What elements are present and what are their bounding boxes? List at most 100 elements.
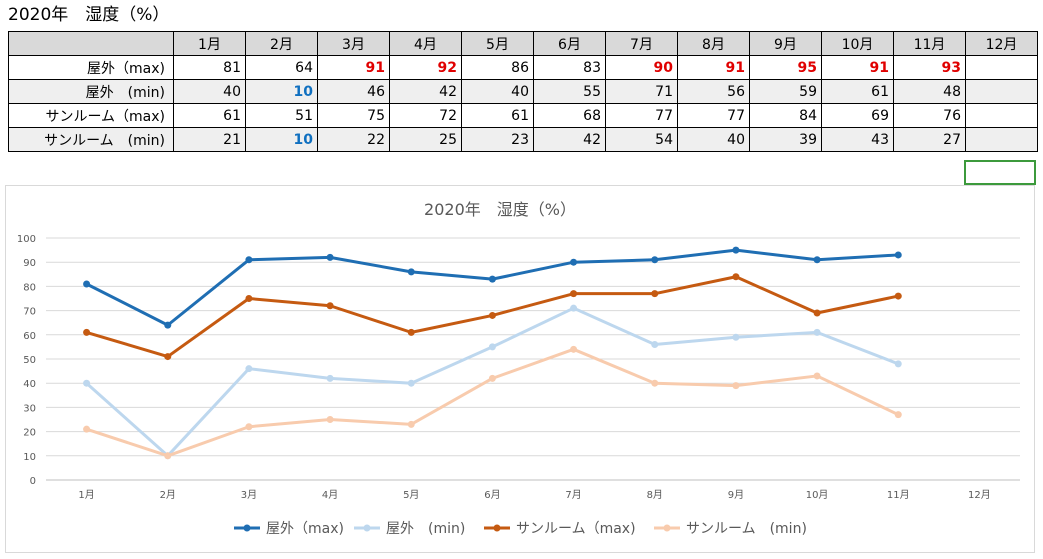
table-row: 屋外（max) 81 64 91 92 86 83 90 91 95 91 93 [8,55,1038,80]
table-cell[interactable]: 21 [173,127,246,152]
column-header[interactable]: 11月 [893,31,966,56]
chart-area[interactable]: 2020年 湿度（%） 0 10 20 30 40 50 60 70 80 90 100 1月 2月 3月 4… [5,185,1035,553]
column-header[interactable]: 9月 [749,31,822,56]
data-point [326,374,334,382]
table-cell[interactable]: 77 [677,103,750,128]
x-tick-label: 5月 [403,489,419,501]
column-header[interactable]: 4月 [389,31,462,56]
table-cell[interactable]: 61 [173,103,246,128]
x-tick-label: 6月 [484,489,500,501]
data-point [164,321,172,329]
table-cell[interactable]: 77 [605,103,678,128]
data-point [407,379,415,387]
table-cell[interactable]: 64 [245,55,318,80]
data-point [245,256,253,264]
header-row: 1月 2月 3月 4月 5月 6月 7月 8月 9月 10月 11月 12月 [8,31,1038,56]
table-cell[interactable]: 22 [317,127,390,152]
column-header[interactable]: 12月 [965,31,1038,56]
data-point [83,328,91,336]
table-cell[interactable]: 56 [677,79,750,104]
data-point [813,256,821,264]
selected-cell[interactable] [964,160,1036,185]
table-cell[interactable]: 54 [605,127,678,152]
table-cell[interactable] [965,55,1038,80]
table-cell[interactable]: 42 [389,79,462,104]
table-cell[interactable]: 43 [821,127,894,152]
table-cell[interactable]: 75 [317,103,390,128]
table-cell[interactable]: 40 [173,79,246,104]
table-cell[interactable]: 27 [893,127,966,152]
table-cell[interactable]: 48 [893,79,966,104]
x-tick-label: 7月 [565,489,581,501]
table-cell[interactable] [965,127,1038,152]
column-header[interactable]: 6月 [533,31,606,56]
data-point [894,411,902,419]
column-header[interactable]: 5月 [461,31,534,56]
table-cell[interactable]: 10 [245,79,318,104]
y-tick-label: 50 [23,355,36,366]
x-tick-label: 3月 [241,489,257,501]
table-cell[interactable]: 91 [821,55,894,80]
column-header[interactable]: 3月 [317,31,390,56]
row-label[interactable]: 屋外（max) [8,55,174,80]
table-cell[interactable]: 55 [533,79,606,104]
x-tick-label: 4月 [322,489,338,501]
data-point [732,273,740,281]
data-point [164,452,172,460]
column-header[interactable]: 10月 [821,31,894,56]
legend-entry: 屋外 (min) [386,521,465,537]
y-tick-label: 10 [23,452,36,463]
table-cell[interactable]: 40 [461,79,534,104]
table-cell[interactable]: 69 [821,103,894,128]
table-cell[interactable]: 95 [749,55,822,80]
table-cell[interactable]: 39 [749,127,822,152]
table-cell[interactable]: 86 [461,55,534,80]
x-tick-label: 8月 [647,489,663,501]
table-cell[interactable]: 51 [245,103,318,128]
row-label[interactable]: 屋外 (min) [8,79,174,104]
table-cell[interactable]: 25 [389,127,462,152]
column-header[interactable]: 2月 [245,31,318,56]
table-cell[interactable]: 23 [461,127,534,152]
table-cell[interactable]: 90 [605,55,678,80]
table-cell[interactable]: 81 [173,55,246,80]
x-tick-label: 12月 [968,489,991,501]
table-cell[interactable]: 59 [749,79,822,104]
table-cell[interactable]: 93 [893,55,966,80]
table-cell[interactable] [965,103,1038,128]
legend-marker [493,524,501,532]
x-tick-label: 9月 [728,489,744,501]
y-tick-label: 30 [23,403,36,414]
table-cell[interactable]: 83 [533,55,606,80]
row-label[interactable]: サンルーム (min) [8,127,174,152]
row-label[interactable]: サンルーム（max) [8,103,174,128]
table-cell[interactable]: 68 [533,103,606,128]
data-point [570,290,578,298]
legend-entry: サンルーム (min) [686,521,807,537]
table-cell[interactable]: 40 [677,127,750,152]
chart-title: 2020年 湿度（%） [424,200,576,219]
corner-cell[interactable] [8,31,174,56]
data-point [326,302,334,310]
data-point [651,340,659,348]
table-cell[interactable]: 72 [389,103,462,128]
column-header[interactable]: 1月 [173,31,246,56]
table-cell[interactable]: 46 [317,79,390,104]
data-point [813,309,821,317]
table-cell[interactable]: 61 [821,79,894,104]
table-cell[interactable]: 42 [533,127,606,152]
table-cell[interactable]: 91 [677,55,750,80]
data-point [407,420,415,428]
table-cell[interactable]: 71 [605,79,678,104]
column-header[interactable]: 7月 [605,31,678,56]
table-cell[interactable] [965,79,1038,104]
data-point [894,360,902,368]
table-cell[interactable]: 92 [389,55,462,80]
data-point [488,275,496,283]
table-cell[interactable]: 84 [749,103,822,128]
table-cell[interactable]: 76 [893,103,966,128]
table-cell[interactable]: 10 [245,127,318,152]
table-cell[interactable]: 61 [461,103,534,128]
column-header[interactable]: 8月 [677,31,750,56]
table-cell[interactable]: 91 [317,55,390,80]
